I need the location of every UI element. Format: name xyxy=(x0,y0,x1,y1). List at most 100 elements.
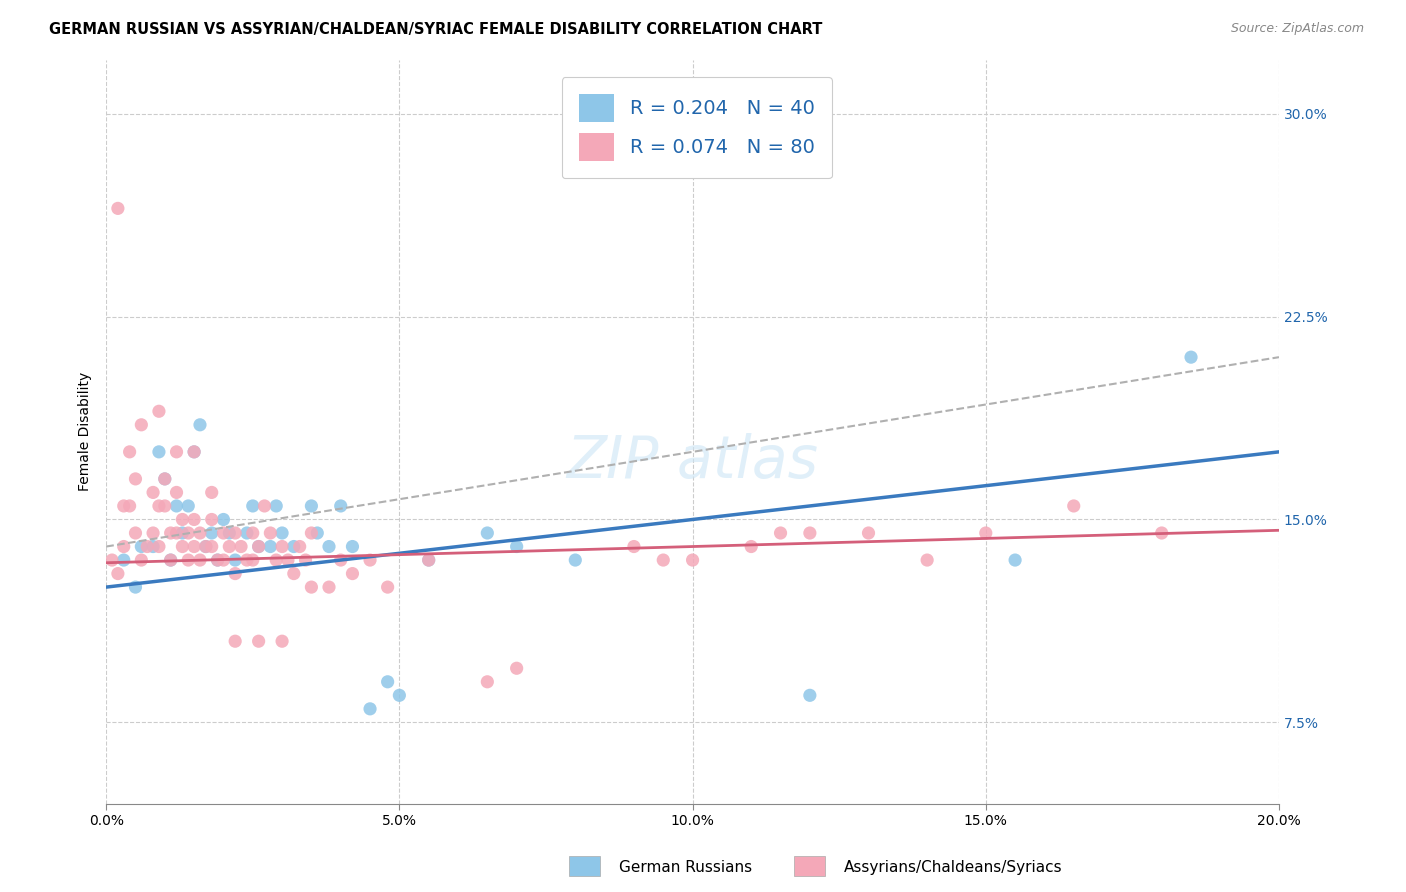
Point xyxy=(271,634,294,648)
Point xyxy=(799,526,821,541)
Point xyxy=(101,553,124,567)
Point xyxy=(112,540,135,554)
Point xyxy=(124,526,146,541)
Point xyxy=(166,445,188,459)
Point xyxy=(207,553,229,567)
Point xyxy=(253,499,276,513)
Point xyxy=(1180,350,1202,364)
Point xyxy=(477,526,499,541)
Point xyxy=(142,540,165,554)
Point xyxy=(153,499,176,513)
Point xyxy=(259,526,281,541)
Point xyxy=(377,580,399,594)
Text: Source: ZipAtlas.com: Source: ZipAtlas.com xyxy=(1230,22,1364,36)
Point xyxy=(142,526,165,541)
Point xyxy=(740,540,762,554)
Point xyxy=(159,553,181,567)
Point xyxy=(236,526,259,541)
Point xyxy=(131,417,153,432)
Point xyxy=(118,445,141,459)
Point xyxy=(377,674,399,689)
Point xyxy=(166,499,188,513)
Point xyxy=(183,445,205,459)
Point xyxy=(652,553,675,567)
Point xyxy=(1063,499,1085,513)
Point xyxy=(188,553,211,567)
Point xyxy=(212,512,235,526)
Legend: R = 0.204   N = 40, R = 0.074   N = 80: R = 0.204 N = 40, R = 0.074 N = 80 xyxy=(561,77,832,178)
Point xyxy=(229,540,252,554)
Point xyxy=(271,526,294,541)
Point xyxy=(242,526,264,541)
Point xyxy=(177,553,200,567)
Point xyxy=(307,526,329,541)
Point xyxy=(329,553,352,567)
Point xyxy=(201,540,224,554)
Point xyxy=(799,689,821,703)
Point xyxy=(224,566,246,581)
Point xyxy=(153,472,176,486)
Point xyxy=(212,553,235,567)
Point xyxy=(264,553,287,567)
Point xyxy=(283,540,305,554)
Point xyxy=(283,566,305,581)
Point xyxy=(259,540,281,554)
Point xyxy=(124,472,146,486)
Point xyxy=(288,540,311,554)
Y-axis label: Female Disability: Female Disability xyxy=(79,372,93,491)
Point xyxy=(177,526,200,541)
Point xyxy=(112,499,135,513)
Point xyxy=(148,540,170,554)
Point xyxy=(136,540,159,554)
Text: GERMAN RUSSIAN VS ASSYRIAN/CHALDEAN/SYRIAC FEMALE DISABILITY CORRELATION CHART: GERMAN RUSSIAN VS ASSYRIAN/CHALDEAN/SYRI… xyxy=(49,22,823,37)
Point xyxy=(769,526,792,541)
Point xyxy=(299,499,322,513)
Point xyxy=(148,499,170,513)
Point xyxy=(107,202,129,216)
Point xyxy=(177,499,200,513)
Point xyxy=(318,540,340,554)
Point xyxy=(183,512,205,526)
Point xyxy=(224,634,246,648)
Point xyxy=(418,553,440,567)
Point xyxy=(183,445,205,459)
Point xyxy=(342,566,364,581)
Point xyxy=(212,526,235,541)
Point xyxy=(112,553,135,567)
Point xyxy=(1150,526,1173,541)
Point xyxy=(118,499,141,513)
Point xyxy=(329,499,352,513)
Point xyxy=(299,526,322,541)
Point xyxy=(858,526,880,541)
Point xyxy=(201,526,224,541)
Point xyxy=(159,526,181,541)
Point xyxy=(172,526,194,541)
Point xyxy=(183,540,205,554)
Point xyxy=(477,674,499,689)
Point xyxy=(359,553,381,567)
Point xyxy=(224,526,246,541)
Point xyxy=(188,417,211,432)
Point xyxy=(153,472,176,486)
Point xyxy=(342,540,364,554)
Point xyxy=(218,526,240,541)
Text: German Russians: German Russians xyxy=(619,860,752,874)
Point xyxy=(194,540,217,554)
Point xyxy=(188,526,211,541)
Point xyxy=(974,526,997,541)
Point xyxy=(359,702,381,716)
Point xyxy=(318,580,340,594)
Point xyxy=(564,553,586,567)
Point xyxy=(277,553,299,567)
Point xyxy=(218,540,240,554)
Point xyxy=(224,553,246,567)
Point xyxy=(172,512,194,526)
Point xyxy=(131,540,153,554)
Point xyxy=(148,445,170,459)
Point xyxy=(1004,553,1026,567)
Point xyxy=(142,485,165,500)
Point xyxy=(172,540,194,554)
Point xyxy=(915,553,938,567)
Point xyxy=(131,553,153,567)
Point xyxy=(236,553,259,567)
